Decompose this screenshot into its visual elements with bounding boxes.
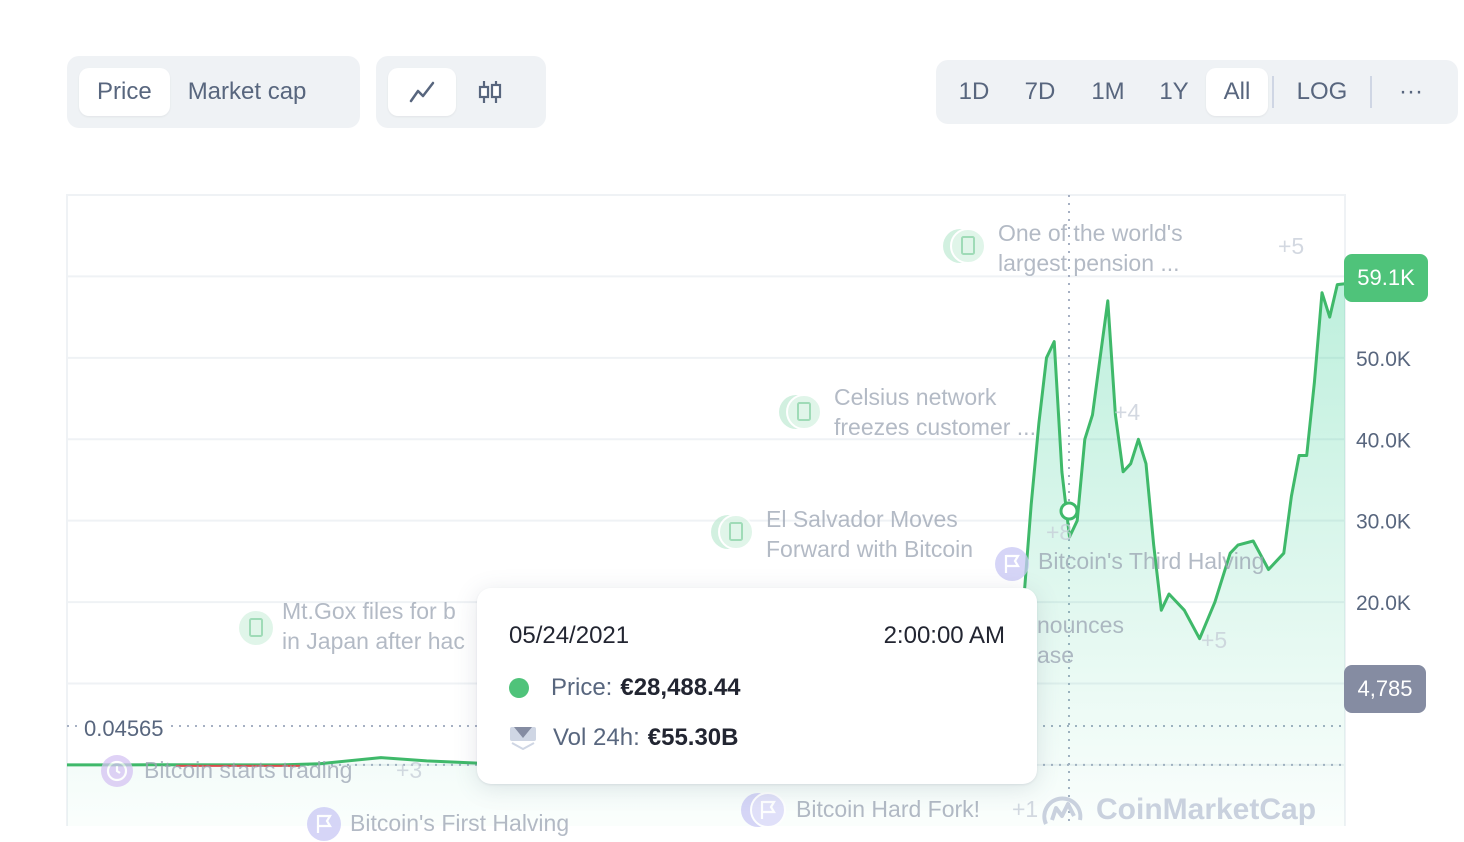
event-title: Celsius network [834,384,997,410]
tooltip-vol-label: Vol 24h: [553,724,640,751]
current-price-tag: 59.1K [1344,254,1428,302]
event-title: ase [1037,642,1075,668]
flag-icon [995,547,1029,581]
event-count: +5 [1278,233,1305,259]
event-title: freezes customer ... [834,414,1036,440]
tooltip-date: 05/24/2021 [509,622,630,649]
flag-icon [307,807,341,841]
candlestick-icon [478,81,502,103]
range-all[interactable]: All [1206,68,1268,116]
tooltip-price-row: Price: €28,488.44 [509,674,1005,702]
tooltip-volume-row: Vol 24h: €55.30B [509,724,1005,752]
event-first-halving[interactable]: Bitcoin's First Halving [294,800,614,841]
event-title: Bitcoin starts trading [144,757,353,783]
volume-icon [510,727,536,750]
coinmarketcap-logo-icon [1042,796,1083,825]
clock-icon [101,755,133,787]
event-title: largest pension ... [998,250,1180,276]
range-divider [1370,76,1372,108]
y-tick-label: 50.0K [1356,348,1411,371]
event-starts-trading[interactable]: Bitcoin starts trading +3 [84,744,444,800]
range-divider [1272,76,1274,108]
coinmarketcap-watermark: CoinMarketCap [1040,790,1316,830]
flag-icon [741,792,786,828]
event-count: +1 [1012,796,1039,822]
news-icon [711,514,754,550]
event-count: +4 [1114,399,1141,425]
event-title: Bitcoin Hard Fork! [796,796,981,822]
range-1d[interactable]: 1D [958,78,990,105]
range-1y[interactable]: 1Y [1159,78,1189,105]
tooltip-price-label: Price: [551,674,613,701]
candlestick-button[interactable] [456,68,524,116]
range-toggle: 1D 7D 1M 1Y All LOG ··· [936,60,1458,124]
event-title: One of the world's [998,220,1183,246]
market-cap-tab[interactable]: Market cap [187,78,307,105]
line-chart-icon [409,81,435,103]
event-third-halving[interactable]: Bitcoin's Third Halving [978,534,1304,594]
range-1m[interactable]: 1M [1091,78,1125,105]
news-icon [779,394,822,430]
tooltip-time: 2:00:00 AM [883,622,1005,649]
news-icon [943,228,986,264]
event-pension[interactable]: One of the world's largest pension ... +5 [926,208,1326,292]
event-celsius[interactable]: Celsius network freezes customer ... +4 [762,372,1162,456]
event-title: in Japan after hac [282,628,465,654]
y-tick-label: 30.0K [1356,511,1411,534]
start-value-label: 0.04565 [80,716,168,742]
price-dot-icon [509,678,529,698]
event-announces[interactable]: nounces ase +5 [1037,600,1247,684]
more-options-button[interactable]: ··· [1376,68,1446,116]
event-title: Mt.Gox files for b [282,598,456,624]
event-hard-fork[interactable]: Bitcoin Hard Fork! +1 [724,784,1044,834]
range-7d[interactable]: 7D [1024,78,1056,105]
event-title: Bitcoin's Third Halving [1038,548,1265,574]
event-count: +5 [1201,627,1228,653]
line-chart-button[interactable] [388,68,456,116]
y-tick-label: 40.0K [1356,429,1411,452]
tooltip-price-value: €28,488.44 [620,674,741,701]
watermark-text: CoinMarketCap [1096,793,1317,826]
chart-type-toggle [376,56,546,128]
hover-tooltip: 05/24/2021 2:00:00 AM Price: €28,488.44 … [477,588,1037,784]
event-title: Bitcoin's First Halving [350,810,570,836]
event-title: El Salvador Moves [766,506,958,532]
event-mtgox[interactable]: Mt.Gox files for b in Japan after hac [222,588,482,672]
event-count: +3 [396,757,423,783]
hover-marker [1059,501,1079,521]
y-tick-label: 20.0K [1356,592,1411,615]
event-title: nounces [1037,612,1124,638]
tooltip-vol-value: €55.30B [647,724,739,751]
hover-price-tag: 4,785 [1344,665,1426,713]
log-scale-toggle[interactable]: LOG [1296,78,1348,105]
news-icon [239,611,273,645]
metric-toggle: Price Market cap [67,56,360,128]
more-icon: ··· [1399,78,1423,105]
price-tab[interactable]: Price [79,68,170,116]
event-el-salvador[interactable]: El Salvador Moves Forward with Bitcoin +8 [694,494,1094,578]
event-count: +8 [1046,519,1073,545]
tooltip-header: 05/24/2021 2:00:00 AM [509,622,1005,650]
event-title: Forward with Bitcoin [766,536,974,562]
